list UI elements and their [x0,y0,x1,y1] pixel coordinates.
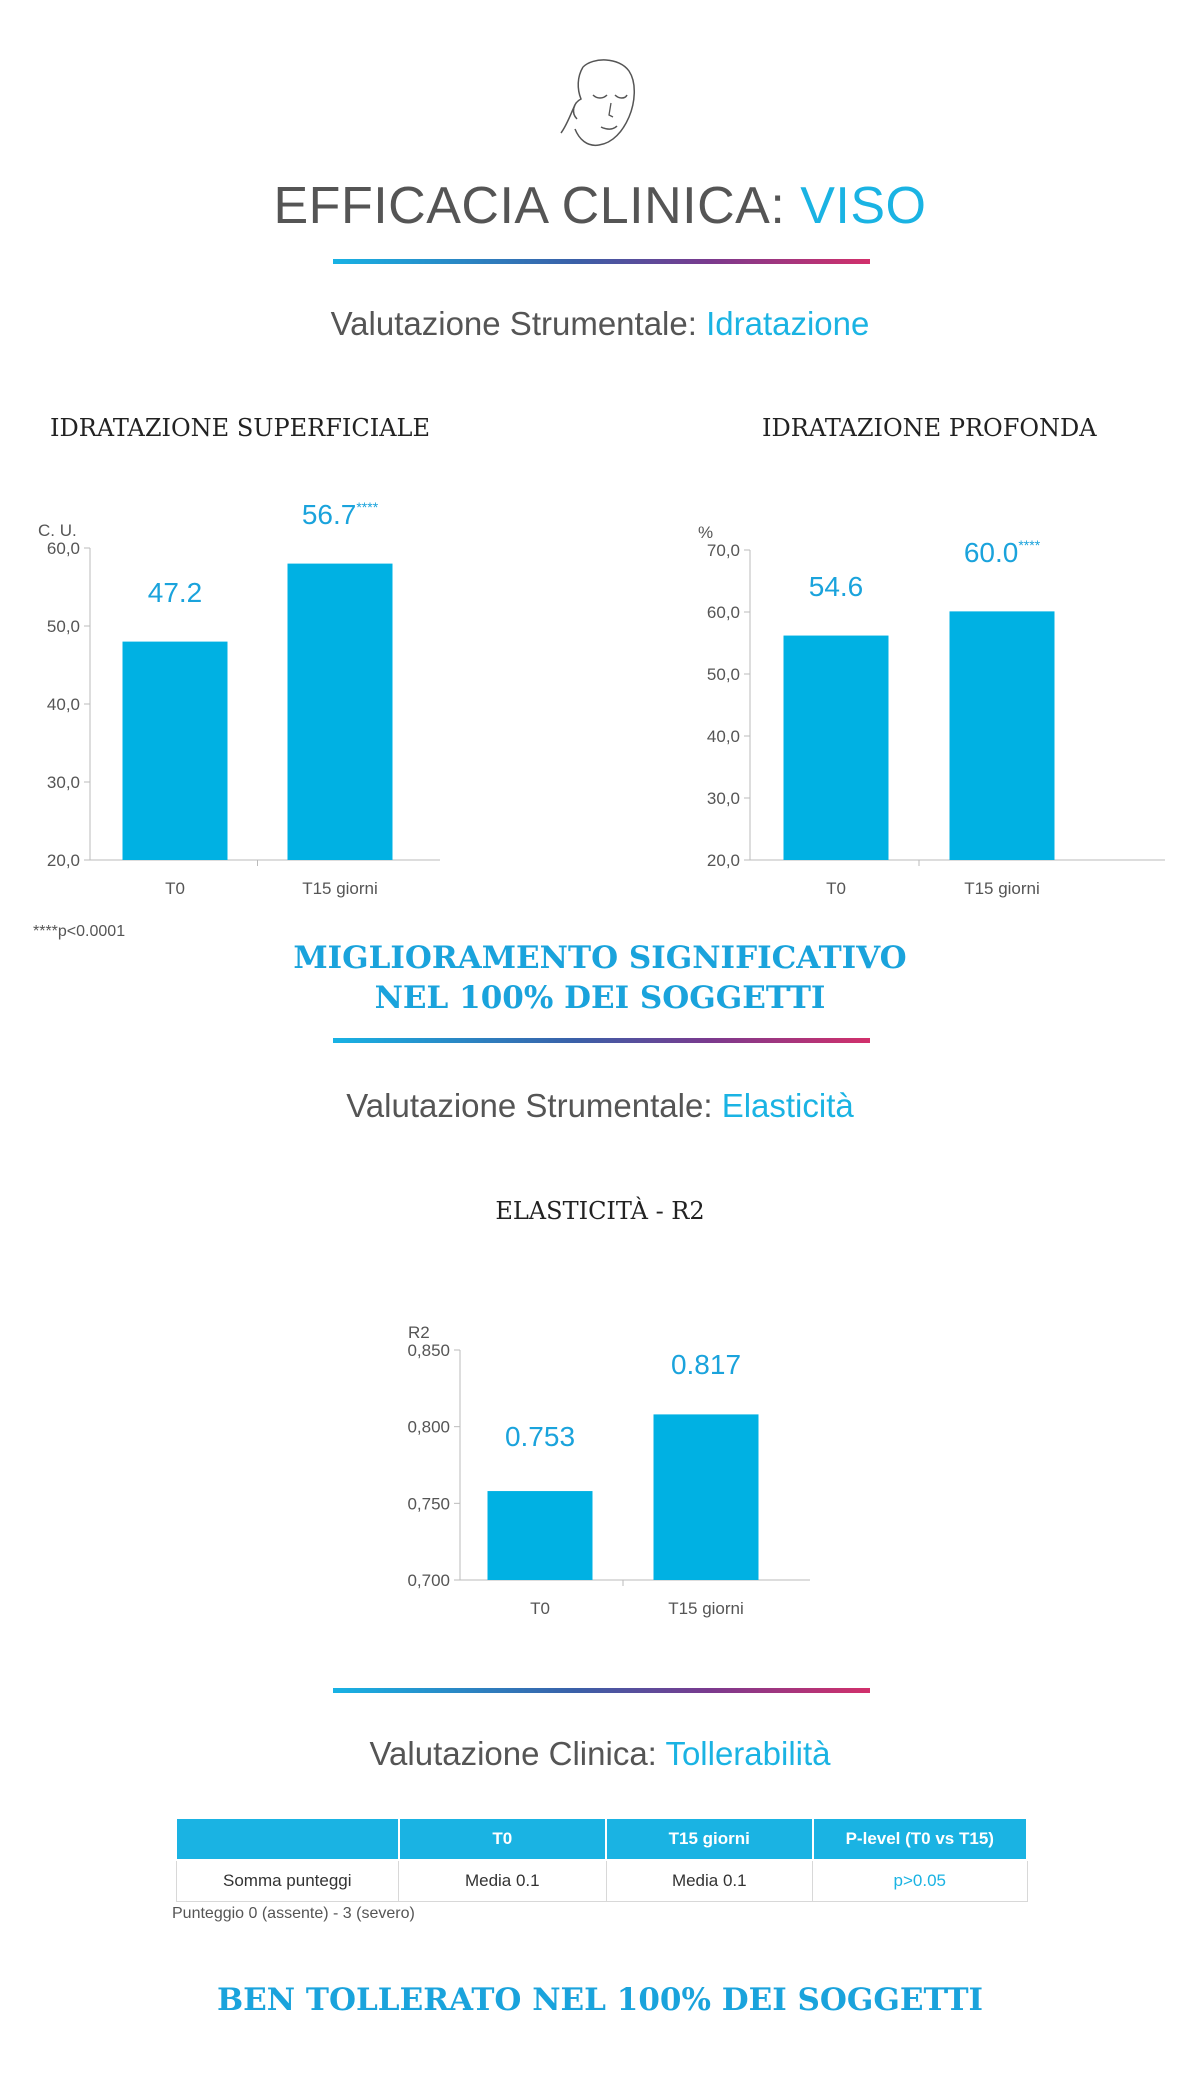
x-tick-label: T0 [826,879,846,898]
divider-2 [333,1038,870,1043]
y-axis-label: R2 [408,1323,430,1342]
section-heading-elasticita: Valutazione Strumentale: Elasticità [346,1087,854,1124]
conclusion-tollerato: BEN TOLLERATO NEL 100% DEI SOGGETTI [216,1982,984,2018]
table-header: T15 giorni [605,1817,814,1861]
table-cell: p>0.05 [812,1859,1028,1902]
data-label: 0.753 [505,1421,575,1452]
table-note: Punteggio 0 (assente) - 3 (severo) [172,1905,415,1922]
x-tick-label: T0 [165,879,185,898]
section-heading-idratazione: Valutazione Strumentale: Idratazione [330,305,870,342]
y-tick-label: 0,700 [407,1571,450,1590]
y-tick-label: 40,0 [707,727,740,746]
bar-t0 [487,1491,593,1580]
x-tick-label: T0 [530,1599,550,1618]
table-cell: Somma punteggi [175,1859,400,1902]
table-cell: Media 0.1 [605,1859,814,1902]
bar-t0 [122,641,228,860]
data-label: 47.2 [148,577,203,608]
y-tick-label: 30,0 [47,773,80,792]
face-outline-icon [560,59,635,147]
y-tick-label: 0,800 [407,1418,450,1437]
table-row: Somma punteggi Media 0.1 Media 0.1 p>0.0… [175,1859,1028,1902]
y-tick-label: 0,850 [407,1341,450,1360]
x-tick-label: T15 giorni [668,1599,744,1618]
conclusion-miglioramento: MIGLIORAMENTO SIGNIFICATIVO NEL 100% DEI… [293,940,907,1016]
data-label: 54.6 [809,571,864,602]
section-heading-tollerabilita: Valutazione Clinica: Tollerabilità [369,1735,831,1772]
table-header [175,1817,400,1861]
table-cell: Media 0.1 [398,1859,607,1902]
y-tick-label: 20,0 [47,851,80,870]
data-label: 56.7**** [302,499,379,530]
y-tick-label: 70,0 [707,541,740,560]
tollerabilita-table: T0 T15 giorni P-level (T0 vs T15) Somma … [175,1817,1029,1902]
y-tick-label: 0,750 [407,1494,450,1513]
table-header-row: T0 T15 giorni P-level (T0 vs T15) [175,1817,1029,1861]
chart-idratazione-profonda: % 20,0 30,0 40,0 50,0 60,0 70,0 54.6 T0 60.0**** T… [698,523,1165,898]
y-tick-label: 50,0 [707,665,740,684]
chart-title-elasticita: ELASTICITÀ - R2 [495,1197,705,1225]
y-tick-label: 40,0 [47,695,80,714]
chart-idratazione-superficiale: C. U. 20,0 30,0 40,0 50,0 60,0 47.2 T0 56.7**** T… [38,499,440,898]
y-tick-label: 60,0 [707,603,740,622]
y-axis-label: % [698,523,713,542]
y-tick-label: 50,0 [47,617,80,636]
y-axis-label: C. U. [38,521,77,540]
divider-3 [333,1688,870,1693]
y-tick-label: 30,0 [707,789,740,808]
x-tick-label: T15 giorni [302,879,378,898]
table-header: P-level (T0 vs T15) [811,1817,1029,1861]
footnote: ****p<0.0001 [33,923,126,940]
bar-t15 [949,611,1055,860]
bar-t0 [783,635,889,860]
bar-t15 [653,1414,759,1580]
x-tick-label: T15 giorni [964,879,1040,898]
page-title: EFFICACIA CLINICA: VISO [273,177,927,235]
chart-elasticita: R2 0,700 0,750 0,800 0,850 0.753 T0 0.817 T15 gi… [407,1323,810,1618]
chart-title-superficiale: IDRATAZIONE SUPERFICIALE [50,414,430,442]
y-tick-label: 20,0 [707,851,740,870]
data-label: 60.0**** [964,537,1041,568]
table-header: T0 [397,1817,608,1861]
data-label: 0.817 [671,1349,741,1380]
bar-t15 [287,563,393,860]
divider-1 [333,259,870,264]
y-tick-label: 60,0 [47,539,80,558]
chart-title-profonda: IDRATAZIONE PROFONDA [762,414,1097,442]
